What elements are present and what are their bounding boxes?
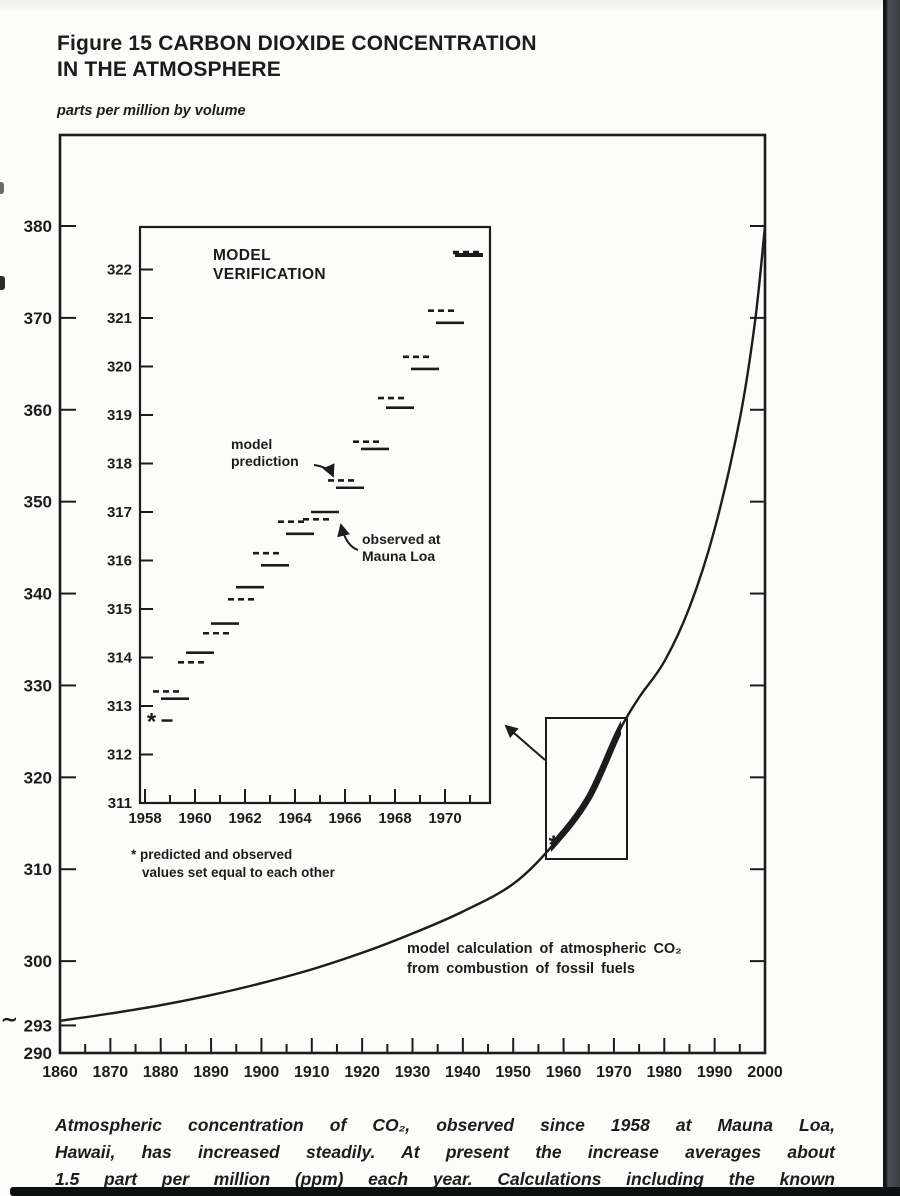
scan-top-fade <box>0 0 883 12</box>
main-x-tick-label: 1960 <box>546 1064 582 1081</box>
scan-edge-mark <box>0 182 4 194</box>
margin-squiggle-mark: ∼ <box>1 1009 18 1031</box>
inset-x-tick-label: 1964 <box>278 810 312 827</box>
model-prediction-annotation-line1: model <box>231 436 273 452</box>
inset-x-tick-label: 1958 <box>128 810 161 827</box>
main-x-tick-label: 2000 <box>747 1064 783 1081</box>
figure-title-line2: IN THE ATMOSPHERE <box>57 58 281 81</box>
main-x-tick-label: 1940 <box>445 1064 481 1081</box>
main-y-tick-label: 380 <box>24 217 52 236</box>
main-x-tick-label: 1930 <box>395 1064 431 1081</box>
main-plot-frame <box>58 133 767 1055</box>
observed-annotation: observed at Mauna Loa <box>362 531 441 565</box>
inset-x-tick-label: 1970 <box>428 810 461 827</box>
inset-y-tick-label: 319 <box>107 407 132 424</box>
observed-annotation-line2: Mauna Loa <box>362 548 436 564</box>
inset-y-tick-label: 322 <box>107 262 132 279</box>
main-y-tick-label: 370 <box>24 309 52 328</box>
inset-y-tick-label: 315 <box>107 601 132 618</box>
main-x-tick-label: 1920 <box>344 1064 380 1081</box>
main-x-tick-label: 1870 <box>93 1064 129 1081</box>
figure-caption: Atmospheric concentration of CO₂, observ… <box>55 1112 835 1193</box>
inset-title-line1: MODEL <box>213 247 271 264</box>
main-x-tick-label: 1980 <box>646 1064 682 1081</box>
main-x-tick-label: 1880 <box>143 1064 179 1081</box>
main-y-tick-label: 320 <box>24 768 52 787</box>
main-y-tick-label: 360 <box>24 401 52 420</box>
main-y-tick-label: 290 <box>24 1044 52 1063</box>
curve-start-asterisk: * <box>548 829 559 859</box>
inset-x-tick-label: 1968 <box>378 810 411 827</box>
scan-edge-mark <box>0 276 5 290</box>
inset-y-tick-label: 321 <box>107 310 132 327</box>
inset-footnote-line2: values set equal to each other <box>142 865 335 880</box>
inset-y-tick-label: 314 <box>107 650 133 667</box>
y-units-label: parts per million by volume <box>57 103 246 119</box>
main-x-tick-label: 1990 <box>697 1064 733 1081</box>
caption-line2: Hawaii, has increased steadily. At prese… <box>55 1142 835 1162</box>
model-calculation-annotation-line1: model calculation of atmospheric CO₂ <box>407 941 682 957</box>
main-x-tick-label: 1890 <box>193 1064 229 1081</box>
observed-arrow <box>337 523 359 551</box>
main-x-tick-label: 1860 <box>42 1064 78 1081</box>
inset-x-tick-label: 1962 <box>228 810 261 827</box>
main-y-tick-label: 310 <box>24 860 52 879</box>
inset-footnote: * predicted and observed values set equa… <box>131 846 335 882</box>
main-x-tick-label: 1900 <box>244 1064 280 1081</box>
zoom-link-arrow <box>504 724 546 761</box>
inset-y-tick-label: 313 <box>107 698 132 715</box>
inset-footnote-line1: * predicted and observed <box>131 847 293 862</box>
main-y-tick-label: 350 <box>24 493 52 512</box>
inset-title-line2: VERIFICATION <box>213 266 327 283</box>
model-prediction-annotation-line2: prediction <box>231 453 299 469</box>
model-prediction-arrow <box>313 463 335 478</box>
inset-y-tick-label: 311 <box>108 795 132 812</box>
model-calculation-annotation: model calculation of atmospheric CO₂ fro… <box>407 939 682 979</box>
inset-x-tick-label: 1960 <box>178 810 211 827</box>
inset-start-asterisk: * <box>147 709 157 736</box>
model-prediction-annotation: model prediction <box>231 436 299 470</box>
caption-line1: Atmospheric concentration of CO₂, observ… <box>55 1115 835 1135</box>
main-y-tick-label: 340 <box>24 585 52 604</box>
inset-x-tick-label: 1966 <box>328 810 361 827</box>
model-calculation-annotation-line2: from combustion of fossil fuels <box>407 961 635 977</box>
main-y-tick-label: 330 <box>24 676 52 695</box>
main-y-tick-label: 300 <box>24 952 52 971</box>
figure-title: Figure 15 CARBON DIOXIDE CONCENTRATION I… <box>57 31 537 83</box>
main-x-tick-label: 1970 <box>596 1064 632 1081</box>
inset-title: MODEL VERIFICATION <box>213 246 326 284</box>
figure-title-line1: Figure 15 CARBON DIOXIDE CONCENTRATION <box>57 32 537 55</box>
inset-frame <box>138 225 492 805</box>
inset-y-tick-label: 318 <box>107 456 132 473</box>
main-y-tick-label: 293 <box>24 1016 52 1035</box>
scan-bottom-strip <box>10 1187 900 1196</box>
main-x-tick-label: 1950 <box>495 1064 531 1081</box>
inset-y-tick-label: 317 <box>107 504 132 521</box>
main-x-tick-label: 1910 <box>294 1064 330 1081</box>
inset-y-tick-label: 316 <box>107 553 132 570</box>
scan-right-strip <box>883 0 900 1196</box>
inset-y-tick-label: 312 <box>107 747 132 764</box>
caption-line3: 1.5 part per million (ppm) each year. Ca… <box>55 1169 835 1189</box>
zoom-box <box>545 717 628 860</box>
inset-y-tick-label: 320 <box>107 359 132 376</box>
observed-curve-overlay <box>551 720 621 853</box>
observed-annotation-line1: observed at <box>362 531 441 547</box>
